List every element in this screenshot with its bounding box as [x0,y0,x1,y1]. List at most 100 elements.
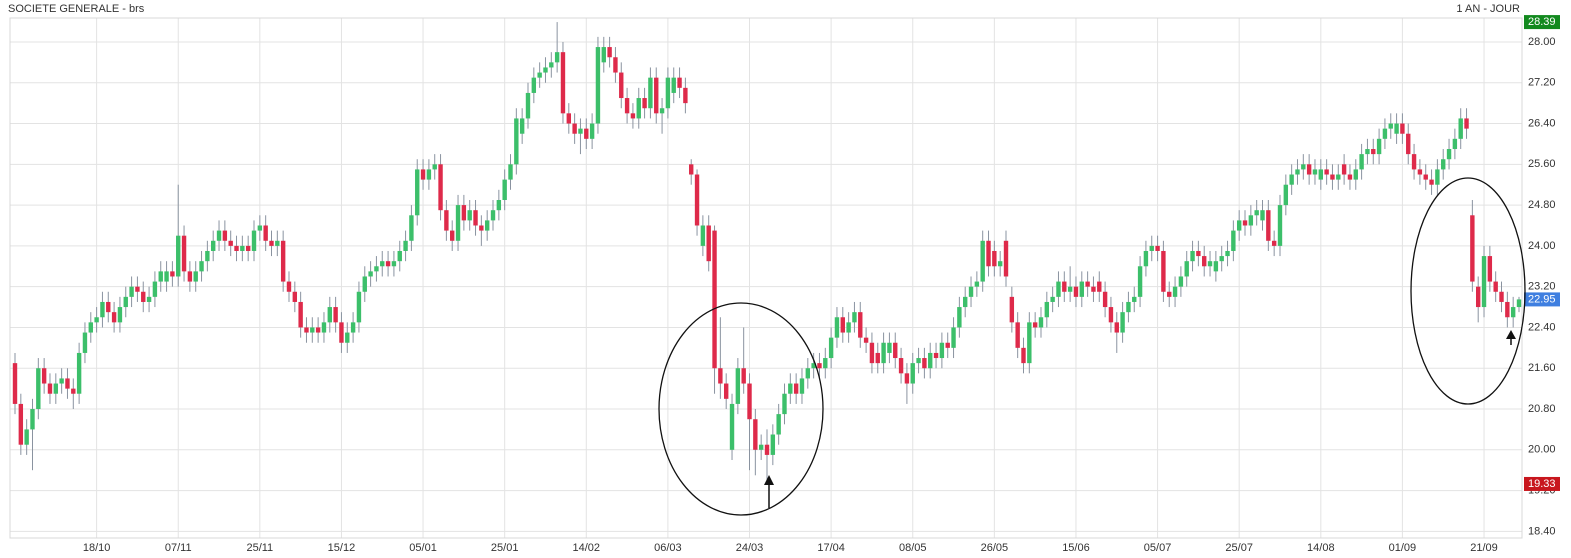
candle-body [1435,169,1440,185]
candle-body [712,230,717,369]
candle-body [450,230,455,241]
candle-body [1277,205,1283,246]
candle-body [275,240,280,246]
candle-body [654,77,659,114]
candle-body [397,250,402,262]
candle-body [799,378,805,394]
candle-body [53,383,59,394]
candle-body [41,368,47,384]
candle-body [117,307,123,323]
candle-body [1190,250,1195,262]
candle-body [1114,322,1119,333]
candle-body [607,47,612,58]
candle-body [572,123,577,134]
candle-body [741,368,746,384]
price-label-box [1524,476,1560,491]
candle-body [1341,164,1347,175]
candle-body [840,317,845,333]
candle-body [339,322,344,343]
candle-body [1236,220,1242,231]
candle-body [846,322,851,333]
candle-body [228,240,233,246]
candle-body [1505,301,1510,318]
candle-body [747,383,752,420]
candle-body [263,225,268,241]
x-tick-label: 15/12 [328,542,356,554]
candle-body [718,368,723,384]
candle-body [432,164,437,170]
candle-body [508,164,513,180]
candle-body [1126,301,1131,313]
candle-body [852,312,857,323]
candle-body [1137,266,1143,297]
candle-body [770,434,776,455]
candle-body [345,332,350,343]
candle-body [1289,174,1294,185]
candle-body [135,286,140,292]
candle-body [1371,149,1376,155]
y-tick-label: 18.40 [1528,525,1556,537]
candle-body [793,383,799,394]
candle-body [1365,149,1370,155]
candle-body [1015,322,1020,348]
candle-body [619,72,624,99]
candle-body [554,52,560,63]
candle-body [438,164,443,211]
candle-body [152,281,158,297]
candle-body [1038,317,1044,328]
candle-body [18,403,24,445]
candle-body [992,250,997,267]
candle-body [1499,291,1504,302]
candle-body [683,87,688,104]
candle-body [269,240,274,246]
candle-body [1347,174,1353,180]
candle-body [1382,128,1388,139]
y-tick-label: 26.40 [1528,117,1556,129]
candle-body [1295,169,1300,175]
candle-body [1213,261,1219,272]
candle-body [496,200,502,211]
candle-body [444,210,449,231]
y-tick-label: 28.00 [1528,36,1556,48]
candle-body [537,72,542,78]
candle-body [205,250,210,262]
candle-body [1394,123,1399,134]
candle-body [298,301,303,328]
candle-body [181,235,187,272]
price-label-box [1524,292,1560,307]
candle-body [543,67,548,73]
candle-body [385,261,391,267]
x-tick-label: 15/06 [1062,542,1090,554]
candle-body [584,128,589,139]
candle-body [968,286,974,297]
candle-body [671,77,676,93]
candle-body [1271,240,1277,246]
price-label-box [1524,15,1560,30]
candle-body [1359,154,1364,170]
x-tick-label: 05/01 [409,542,437,554]
candle-body [158,271,163,282]
candle-body [560,52,566,114]
candle-body [1102,291,1108,308]
candle-body [111,312,117,323]
candle-body [1032,322,1038,328]
candle-body [170,271,175,277]
candle-body [1184,261,1189,277]
candle-body [1330,174,1335,180]
candle-body [71,388,76,394]
candle-body [315,327,321,333]
candle-body [222,230,228,241]
candle-body [566,113,571,124]
y-tick-label: 27.20 [1528,77,1556,89]
x-tick-label: 06/03 [654,542,682,554]
candle-body [1050,296,1055,302]
candle-body [1260,210,1265,221]
candle-body [723,383,729,399]
x-tick-label: 21/09 [1470,542,1498,554]
price-label: 28.39 [1528,16,1556,28]
candle-body [1062,281,1067,292]
candle-body [828,337,834,359]
candle-body [700,225,706,246]
